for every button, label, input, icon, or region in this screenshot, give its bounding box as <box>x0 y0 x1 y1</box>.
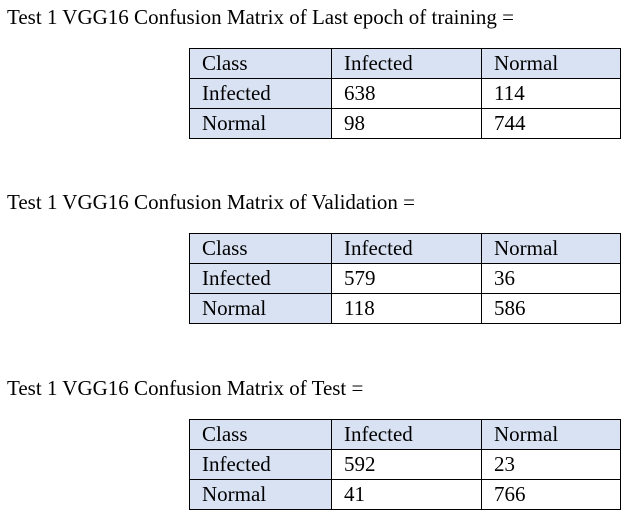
row-label-normal: Normal <box>189 479 332 510</box>
table-header-row: Class Infected Normal <box>189 48 621 79</box>
value-normal-infected: 41 <box>331 479 482 510</box>
header-normal: Normal <box>481 233 621 264</box>
value-infected-normal: 23 <box>481 449 621 480</box>
table-row: Normal 118 586 <box>189 293 621 324</box>
header-infected: Infected <box>331 48 482 79</box>
row-label-normal: Normal <box>189 108 332 139</box>
value-normal-normal: 766 <box>481 479 621 510</box>
row-label-infected: Infected <box>189 78 332 109</box>
value-infected-infected: 638 <box>331 78 482 109</box>
header-class: Class <box>189 233 332 264</box>
table-header-row: Class Infected Normal <box>189 233 621 264</box>
header-class: Class <box>189 48 332 79</box>
training-matrix-caption: Test 1 VGG16 Confusion Matrix of Last ep… <box>7 5 514 29</box>
row-label-infected: Infected <box>189 449 332 480</box>
table-row: Normal 98 744 <box>189 108 621 139</box>
value-normal-normal: 744 <box>481 108 621 139</box>
validation-matrix-caption: Test 1 VGG16 Confusion Matrix of Validat… <box>7 190 415 214</box>
value-infected-infected: 579 <box>331 263 482 294</box>
row-label-normal: Normal <box>189 293 332 324</box>
table-row: Normal 41 766 <box>189 479 621 510</box>
value-normal-infected: 98 <box>331 108 482 139</box>
header-class: Class <box>189 419 332 450</box>
header-normal: Normal <box>481 419 621 450</box>
value-infected-infected: 592 <box>331 449 482 480</box>
header-infected: Infected <box>331 233 482 264</box>
value-infected-normal: 114 <box>481 78 621 109</box>
table-row: Infected 638 114 <box>189 78 621 109</box>
value-normal-normal: 586 <box>481 293 621 324</box>
training-confusion-matrix-table: Class Infected Normal Infected 638 114 N… <box>189 48 621 139</box>
value-normal-infected: 118 <box>331 293 482 324</box>
test-confusion-matrix-table: Class Infected Normal Infected 592 23 No… <box>189 419 621 510</box>
table-row: Infected 579 36 <box>189 263 621 294</box>
table-row: Infected 592 23 <box>189 449 621 480</box>
value-infected-normal: 36 <box>481 263 621 294</box>
header-normal: Normal <box>481 48 621 79</box>
row-label-infected: Infected <box>189 263 332 294</box>
test-matrix-caption: Test 1 VGG16 Confusion Matrix of Test = <box>7 376 364 400</box>
header-infected: Infected <box>331 419 482 450</box>
table-header-row: Class Infected Normal <box>189 419 621 450</box>
validation-confusion-matrix-table: Class Infected Normal Infected 579 36 No… <box>189 233 621 324</box>
